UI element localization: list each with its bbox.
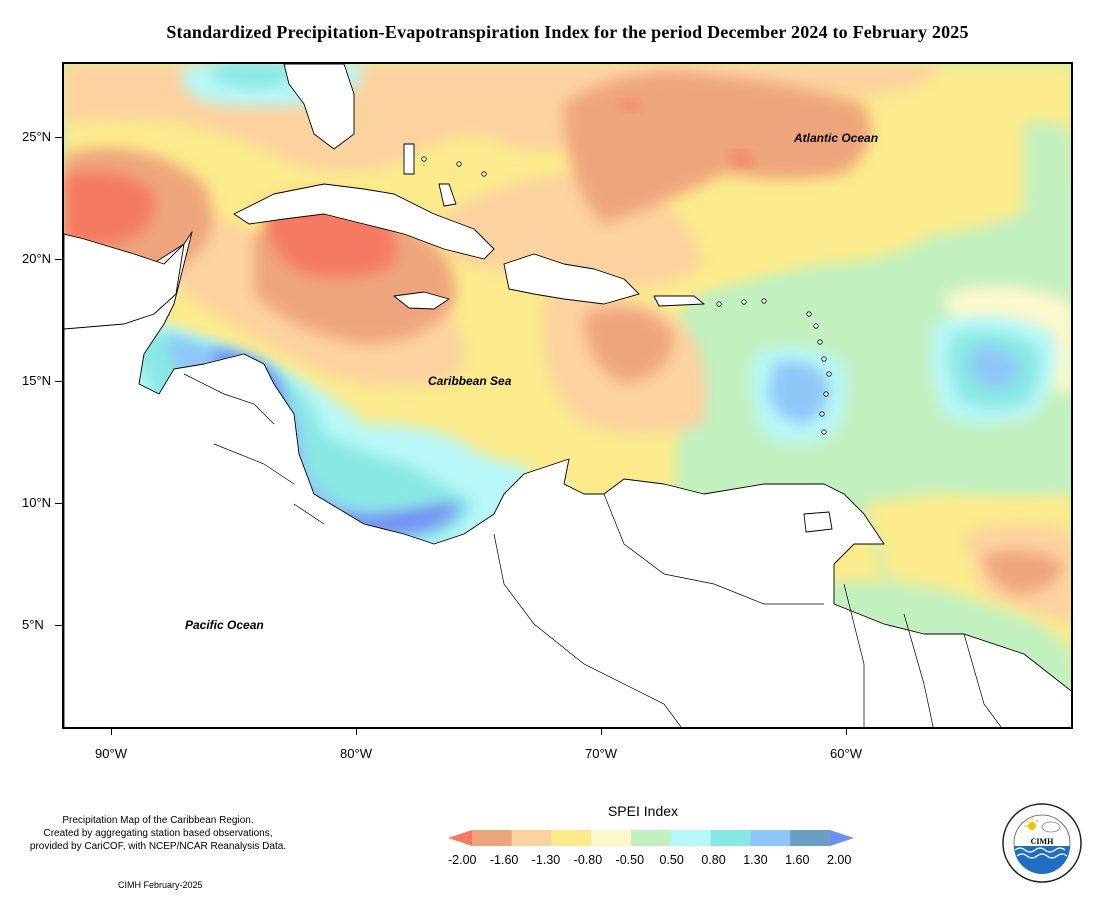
land-mass — [233, 183, 495, 260]
land-mass — [438, 183, 457, 207]
lat-label-10n: 10°N — [22, 495, 52, 510]
footer-note-line: Created by aggregating station based obs… — [43, 828, 273, 839]
island — [716, 301, 722, 307]
lon-tick — [601, 729, 602, 735]
island — [813, 323, 819, 329]
lon-label-90w: 90°W — [95, 746, 127, 761]
lon-tick — [111, 729, 112, 735]
lat-tick — [55, 381, 63, 382]
footer-note-line: Precipitation Map of the Caribbean Regio… — [62, 815, 254, 826]
land-mass — [393, 291, 450, 310]
lon-label-60w: 60°W — [830, 746, 862, 761]
island — [819, 411, 825, 417]
country-border — [963, 633, 1002, 727]
legend-tick-label: 1.60 — [785, 853, 810, 867]
legend-tick-label: -1.60 — [489, 853, 519, 867]
country-border — [603, 493, 824, 605]
cimh-logo-icon: CIMH — [1001, 802, 1083, 884]
island — [821, 429, 827, 435]
label-atlantic-ocean: Atlantic Ocean — [794, 131, 879, 145]
spei-contour-region — [1024, 121, 1071, 262]
spei-contour-region — [584, 307, 674, 384]
land-mass — [403, 143, 415, 175]
country-border — [843, 583, 865, 727]
land-mass — [803, 511, 833, 533]
lat-label-25n: 25°N — [22, 129, 52, 144]
spei-contour-region — [769, 361, 829, 424]
legend-colorbar — [448, 830, 854, 846]
lon-tick — [846, 729, 847, 735]
spei-contour-region — [619, 100, 639, 112]
legend-swatch — [670, 830, 712, 846]
island — [821, 356, 827, 362]
legend-swatch — [591, 830, 632, 846]
legend-swatch — [448, 830, 472, 846]
lon-label-80w: 80°W — [340, 746, 372, 761]
label-pacific-ocean: Pacific Ocean — [185, 618, 264, 632]
spei-contour-region — [64, 171, 155, 246]
legend-tick-label: -0.50 — [615, 853, 645, 867]
legend-swatch — [790, 830, 831, 846]
land-mass — [283, 64, 355, 150]
map-title: Standardized Precipitation-Evapotranspir… — [166, 22, 969, 42]
island — [456, 161, 462, 167]
legend-swatch — [511, 830, 553, 846]
country-border — [183, 373, 275, 425]
spei-contour-region — [214, 64, 294, 89]
island — [823, 391, 829, 397]
lat-label-5n: 5°N — [22, 617, 44, 632]
footer-note: Precipitation Map of the Caribbean Regio… — [8, 814, 308, 853]
country-border — [903, 613, 934, 727]
legend-tick-label: 1.30 — [743, 853, 768, 867]
island — [806, 311, 812, 317]
spei-contour-region — [729, 151, 754, 167]
land-mass — [653, 295, 705, 307]
island — [761, 298, 767, 304]
land-masses — [64, 64, 1071, 727]
spei-contour-region — [564, 72, 871, 224]
footer-note-line: provided by CariCOF, with NCEP/NCAR Rean… — [29, 841, 287, 852]
spei-contour-region — [984, 550, 1064, 594]
legend-swatch — [631, 830, 672, 846]
lat-tick — [55, 503, 63, 504]
spei-contour-map — [64, 64, 1071, 727]
lat-label-15n: 15°N — [22, 373, 52, 388]
spei-map — [62, 62, 1073, 729]
legend-swatch — [551, 830, 592, 846]
lat-tick — [55, 259, 63, 260]
legend-tick-label: 2.00 — [827, 853, 852, 867]
legend-swatch — [750, 830, 791, 846]
land-mass — [64, 233, 185, 330]
legend-swatch — [710, 830, 751, 846]
island — [817, 339, 823, 345]
island — [826, 371, 832, 377]
legend-tick-label: 0.50 — [659, 853, 684, 867]
lat-label-20n: 20°N — [22, 251, 52, 266]
island — [741, 299, 747, 305]
legend-swatch — [830, 830, 854, 846]
label-caribbean-sea: Caribbean Sea — [428, 374, 512, 388]
land-mass — [64, 231, 1071, 727]
legend-tick-label: -2.00 — [448, 853, 477, 867]
lon-label-70w: 70°W — [585, 746, 617, 761]
logo-text: CIMH — [1031, 837, 1054, 846]
legend-tick-label: -1.30 — [531, 853, 561, 867]
spei-contour-region — [684, 278, 909, 402]
lat-tick — [55, 625, 63, 626]
legend-swatch — [472, 830, 513, 846]
footer-date: CIMH February-2025 — [118, 880, 203, 890]
island — [481, 171, 487, 177]
country-border — [213, 443, 295, 485]
country-border — [493, 533, 682, 727]
legend-tick-label: 0.80 — [701, 853, 726, 867]
land-mass — [503, 253, 640, 305]
legend-tick-label: -0.80 — [573, 853, 603, 867]
country-border — [293, 503, 325, 525]
spei-contour-region — [969, 347, 1019, 389]
legend-title: SPEI Index — [607, 803, 679, 819]
island — [421, 156, 427, 162]
lat-tick — [55, 137, 63, 138]
lon-tick — [356, 729, 357, 735]
